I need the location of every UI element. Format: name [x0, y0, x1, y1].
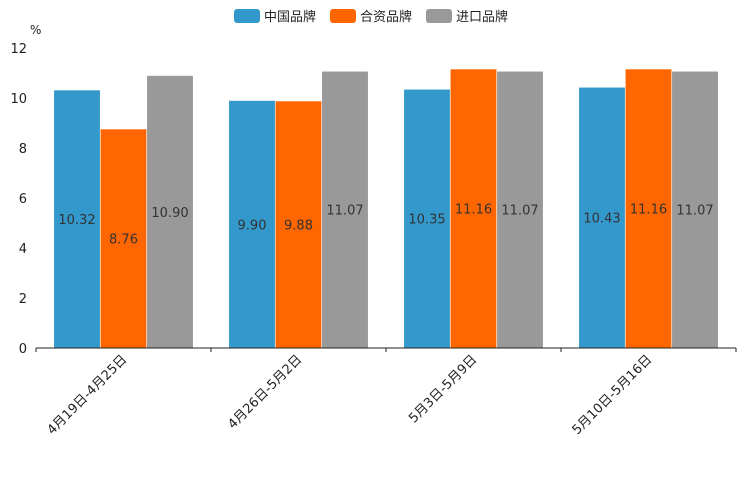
- data-label: 10.32: [58, 213, 95, 228]
- legend-swatch-2[interactable]: [330, 9, 356, 23]
- data-label: 9.88: [284, 219, 313, 234]
- legend-swatch-1[interactable]: [234, 9, 260, 23]
- data-label: 10.35: [408, 213, 445, 228]
- legend-label-3: 进口品牌: [456, 9, 508, 25]
- bar-3-2[interactable]: [321, 70, 369, 349]
- x-category-label: 4月19日-4月25日: [45, 352, 131, 438]
- data-label: 11.07: [676, 204, 713, 219]
- bar-2-2[interactable]: [274, 100, 323, 349]
- bar-2-1[interactable]: [99, 128, 148, 349]
- y-tick-label: 4: [19, 242, 27, 257]
- bar-1-4[interactable]: [578, 86, 626, 349]
- y-tick-label: 0: [19, 342, 27, 357]
- bar-3-1[interactable]: [146, 75, 194, 349]
- x-axis: 4月19日-4月25日 4月26日-5月2日 5月3日-5月9日 5月10日-5月16…: [35, 347, 737, 438]
- bars: 10.32 8.76 10.90 9.90 9.88 11.07 10.35 11.16 11.…: [53, 68, 719, 349]
- y-axis: 0 2 4 6 8 10 12: [10, 42, 27, 357]
- bar-1-1[interactable]: [53, 89, 101, 349]
- y-axis-unit: %: [30, 23, 41, 37]
- x-category-label: 4月26日-5月2日: [225, 352, 305, 432]
- y-tick-label: 8: [19, 142, 27, 157]
- data-label: 9.90: [238, 218, 267, 233]
- legend: 中国品牌 合资品牌 进口品牌: [234, 9, 508, 25]
- data-label: 11.07: [501, 204, 538, 219]
- y-tick-label: 6: [19, 192, 27, 207]
- data-label: 8.76: [109, 233, 138, 248]
- data-label: 10.90: [151, 206, 188, 221]
- data-label: 11.07: [326, 204, 363, 219]
- data-label: 11.16: [455, 203, 492, 218]
- data-label: 10.43: [583, 212, 620, 227]
- bar-2-3[interactable]: [449, 68, 498, 349]
- y-tick-label: 10: [10, 92, 27, 107]
- y-tick-label: 2: [19, 292, 27, 307]
- x-category-label: 5月3日-5月9日: [406, 352, 480, 426]
- legend-label-1: 中国品牌: [264, 9, 316, 25]
- data-label: 11.16: [630, 203, 667, 218]
- x-category-label: 5月10日-5月16日: [570, 352, 656, 438]
- legend-label-2: 合资品牌: [360, 9, 412, 25]
- legend-swatch-3[interactable]: [426, 9, 452, 23]
- bar-3-4[interactable]: [671, 70, 719, 349]
- bar-1-2[interactable]: [228, 100, 276, 349]
- y-tick-label: 12: [10, 42, 27, 57]
